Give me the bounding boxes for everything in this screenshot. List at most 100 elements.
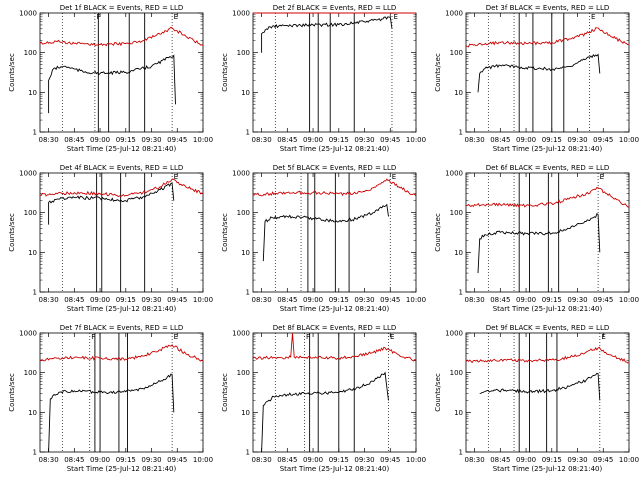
x-tick-label: 09:15 (329, 296, 349, 304)
chart-title: Det 6f BLACK = Events, RED = LLD (486, 164, 609, 172)
x-tick-label: 09:15 (116, 296, 136, 304)
x-tick-label: 09:45 (167, 296, 187, 304)
x-axis-label: Start Time (25-Jul-12 08:21:40) (493, 305, 603, 313)
detector-chart: Det 3f BLACK = Events, RED = LLD 1 10 100 10… (434, 4, 639, 153)
event-label: E (591, 13, 595, 21)
y-tick-label: 1 (33, 449, 37, 457)
x-tick-label: 09:15 (542, 296, 562, 304)
x-tick-label: 08:45 (277, 456, 297, 464)
x-tick-label: 09:45 (593, 296, 613, 304)
chart-panel: Det 2f BLACK = Events, RED = LLD 1 10 100 10… (213, 0, 426, 160)
x-tick-label: 09:00 (303, 456, 323, 464)
lld-series-line (39, 178, 204, 198)
x-tick-label: 09:15 (329, 456, 349, 464)
plot-frame (465, 332, 630, 453)
chart-panel: Det 6f BLACK = Events, RED = LLD 1 10 100 10… (426, 160, 639, 320)
y-tick-label: 1000 (232, 330, 250, 338)
y-tick-label: 1000 (19, 10, 37, 18)
x-tick-label: 09:30 (141, 136, 161, 144)
x-tick-label: 09:15 (116, 456, 136, 464)
events-series-line (261, 16, 393, 53)
chart-title: Det 3f BLACK = Events, RED = LLD (486, 4, 609, 12)
lld-series-line (465, 186, 630, 208)
chart-title: Det 9f BLACK = Events, RED = LLD (486, 324, 609, 332)
chart-title: Det 7f BLACK = Events, RED = LLD (60, 324, 183, 332)
y-tick-label: 100 (24, 49, 37, 57)
y-tick-label: 100 (450, 209, 463, 217)
x-tick-label: 08:30 (38, 456, 58, 464)
plot-frame (39, 172, 204, 293)
x-tick-label: 09:45 (167, 456, 187, 464)
y-tick-label: 10 (241, 249, 250, 257)
x-tick-label: 09:00 (516, 136, 536, 144)
chart-title: Det 5f BLACK = Events, RED = LLD (273, 164, 396, 172)
y-tick-label: 100 (237, 49, 250, 57)
x-tick-label: 10:00 (619, 456, 639, 464)
lld-series-line (39, 344, 204, 362)
y-tick-label: 1 (459, 289, 463, 297)
x-tick-label: 10:00 (619, 136, 639, 144)
x-tick-label: 08:30 (38, 296, 58, 304)
y-tick-label: 1000 (445, 170, 463, 178)
x-tick-label: 09:00 (90, 296, 110, 304)
x-tick-label: 10:00 (193, 296, 213, 304)
x-tick-label: 09:45 (167, 136, 187, 144)
y-tick-label: 1 (33, 129, 37, 137)
y-tick-label: 10 (454, 409, 463, 417)
events-series-line (48, 54, 176, 114)
event-label: E (601, 333, 605, 341)
y-axis-label: Counts/sec (434, 213, 442, 252)
plot-frame (39, 332, 204, 453)
y-tick-label: 1000 (19, 330, 37, 338)
lld-series-line (465, 346, 630, 364)
y-axis-label: Counts/sec (434, 373, 442, 412)
x-tick-label: 10:00 (193, 456, 213, 464)
lld-series-line (252, 178, 417, 197)
x-tick-label: 09:15 (542, 456, 562, 464)
x-tick-label: 09:00 (303, 296, 323, 304)
x-tick-label: 09:00 (516, 296, 536, 304)
x-tick-label: 08:30 (251, 456, 271, 464)
events-series-line (262, 203, 389, 262)
plot-frame (252, 332, 417, 453)
x-tick-label: 09:00 (516, 456, 536, 464)
plot-frame (465, 172, 630, 293)
lld-series-line (465, 27, 630, 48)
x-tick-label: 08:30 (464, 136, 484, 144)
x-tick-label: 08:30 (251, 296, 271, 304)
x-tick-label: 08:45 (64, 456, 84, 464)
y-tick-label: 1 (33, 289, 37, 297)
event-label: E (174, 333, 178, 341)
event-label: E (392, 173, 396, 181)
x-tick-label: 09:30 (567, 136, 587, 144)
x-tick-label: 08:45 (277, 136, 297, 144)
x-tick-label: 08:30 (464, 296, 484, 304)
y-tick-label: 10 (28, 249, 37, 257)
x-tick-label: 10:00 (193, 136, 213, 144)
x-tick-label: 08:30 (464, 456, 484, 464)
plot-frame (465, 12, 630, 133)
detector-chart: Det 1f BLACK = Events, RED = LLD 1 10 100 10… (8, 4, 213, 153)
x-tick-label: 09:30 (141, 296, 161, 304)
chart-title: Det 4f BLACK = Events, RED = LLD (60, 164, 183, 172)
detector-chart: Det 6f BLACK = Events, RED = LLD 1 10 100 10… (434, 164, 639, 313)
y-axis-label: Counts/sec (8, 373, 16, 412)
y-tick-label: 100 (237, 209, 250, 217)
y-tick-label: 100 (24, 209, 37, 217)
chart-panel: Det 1f BLACK = Events, RED = LLD 1 10 100 10… (0, 0, 213, 160)
x-tick-label: 09:45 (593, 136, 613, 144)
x-tick-label: 10:00 (406, 296, 426, 304)
event-label: F (96, 13, 100, 21)
x-tick-label: 08:45 (490, 296, 510, 304)
x-axis-label: Start Time (25-Jul-12 08:21:40) (280, 145, 390, 153)
x-tick-label: 10:00 (406, 456, 426, 464)
y-axis-label: Counts/sec (221, 213, 229, 252)
x-axis-label: Start Time (25-Jul-12 08:21:40) (280, 465, 390, 473)
event-label: F (91, 333, 95, 341)
y-tick-label: 1000 (445, 10, 463, 18)
y-tick-label: 100 (450, 49, 463, 57)
chart-panel: Det 9f BLACK = Events, RED = LLD 1 10 100 10… (426, 320, 639, 480)
x-tick-label: 09:00 (90, 136, 110, 144)
y-tick-label: 1000 (232, 10, 250, 18)
